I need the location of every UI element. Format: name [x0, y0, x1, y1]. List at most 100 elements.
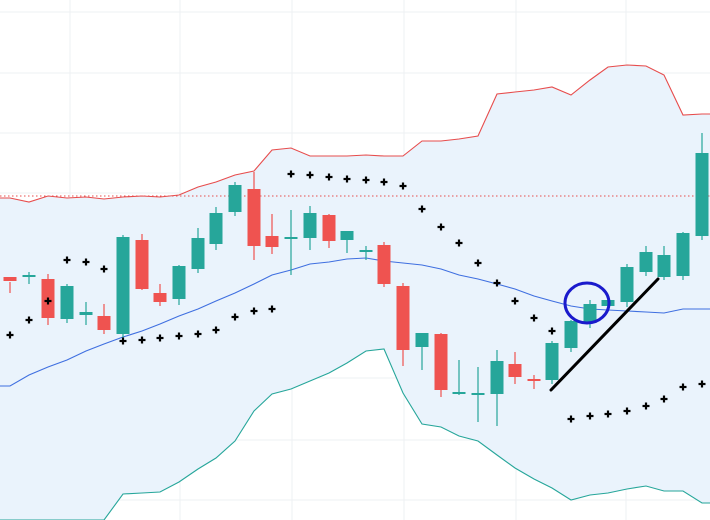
candle	[153, 284, 167, 306]
candle-body	[508, 364, 522, 377]
candle	[191, 228, 205, 273]
parabolic-sar	[6, 170, 706, 423]
sar-marker	[268, 305, 276, 313]
candle	[116, 235, 130, 340]
sar-marker	[530, 314, 538, 322]
candle-body	[340, 231, 354, 240]
candle-body	[657, 255, 671, 277]
sar-marker	[250, 307, 258, 315]
candle	[377, 242, 391, 287]
sar-marker	[642, 402, 650, 410]
candle	[620, 264, 634, 307]
band-fill	[0, 65, 710, 520]
candle-body	[359, 250, 373, 252]
sar-marker	[623, 407, 631, 415]
candle-body	[564, 321, 578, 348]
candle	[676, 232, 690, 280]
sar-marker	[418, 205, 426, 213]
candle	[60, 284, 74, 323]
candle-body	[116, 237, 130, 334]
sar-marker	[474, 259, 482, 267]
sar-marker	[660, 395, 668, 403]
sar-marker	[698, 380, 706, 388]
candle	[359, 246, 373, 260]
candle	[265, 214, 279, 254]
candle	[322, 214, 336, 248]
candle-body	[583, 304, 597, 323]
candle-body	[97, 316, 111, 330]
candle-body	[322, 215, 336, 241]
sar-marker	[156, 334, 164, 342]
candle	[97, 304, 111, 334]
candle	[545, 341, 559, 384]
sar-marker	[437, 223, 445, 231]
sar-marker	[343, 175, 351, 183]
annotation-circle	[563, 281, 611, 325]
sar-marker	[212, 326, 220, 334]
candle	[434, 333, 448, 397]
candle	[284, 210, 298, 275]
candle	[79, 302, 93, 325]
candle	[209, 207, 223, 250]
candle	[490, 350, 504, 426]
candle	[527, 375, 541, 389]
candle-body	[527, 379, 541, 381]
sar-marker	[138, 336, 146, 344]
sar-marker	[44, 297, 52, 305]
sar-marker	[231, 313, 239, 321]
sar-marker	[119, 337, 127, 345]
sar-marker	[493, 279, 501, 287]
candle-body	[191, 238, 205, 269]
sar-marker	[399, 182, 407, 190]
candle	[228, 182, 242, 216]
upper-band-line	[0, 64, 710, 203]
sar-marker	[567, 415, 575, 423]
candle-body	[303, 213, 317, 238]
sar-marker	[362, 176, 370, 184]
candle	[471, 367, 485, 422]
candle-body	[60, 286, 74, 319]
candle-body	[452, 392, 466, 394]
candle-body	[396, 286, 410, 350]
sar-marker	[511, 297, 519, 305]
candle-body	[22, 275, 36, 277]
candle-body	[209, 213, 223, 244]
sar-marker	[63, 256, 71, 264]
candle	[172, 265, 186, 305]
sar-marker	[586, 412, 594, 420]
sar-marker	[194, 330, 202, 338]
annotations	[549, 277, 660, 392]
candle-body	[676, 233, 690, 276]
lower-band-line	[0, 348, 710, 520]
candle	[3, 277, 17, 293]
candle	[247, 172, 261, 260]
sar-marker	[325, 173, 333, 181]
candle-body	[639, 252, 653, 272]
candle	[508, 352, 522, 384]
candle	[657, 246, 671, 280]
sar-marker	[679, 383, 687, 391]
candle	[415, 333, 429, 370]
sar-marker	[455, 239, 463, 247]
sar-marker	[25, 316, 33, 324]
candle-body	[265, 236, 279, 247]
annotation-trendline	[549, 277, 660, 392]
candle-body	[695, 153, 709, 236]
candle	[135, 234, 149, 290]
candle-body	[415, 333, 429, 347]
sar-marker	[380, 178, 388, 186]
candles	[3, 133, 709, 426]
candle-body	[228, 185, 242, 212]
candle	[340, 231, 354, 253]
candle	[396, 283, 410, 366]
candle-body	[545, 343, 559, 380]
sar-marker	[287, 170, 295, 178]
candle-body	[284, 237, 298, 239]
sar-marker	[175, 332, 183, 340]
candle-body	[3, 277, 17, 281]
bollinger-bands	[0, 64, 710, 520]
sar-marker	[306, 171, 314, 179]
candle	[22, 272, 36, 284]
